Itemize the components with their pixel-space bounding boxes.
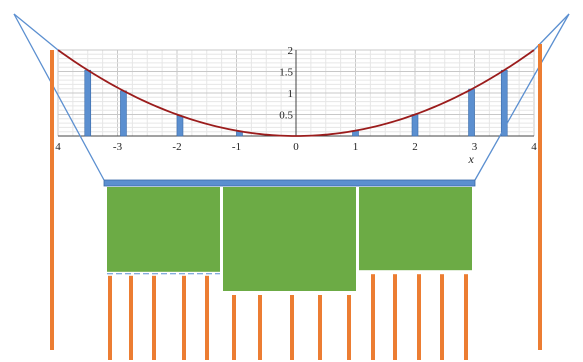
- hanger-left: [108, 275, 112, 360]
- x-tick-label: 2: [412, 141, 418, 153]
- bar: [468, 88, 475, 137]
- x-tick-label: -3: [113, 141, 123, 153]
- x-tick-label: 1: [353, 141, 359, 153]
- panel-right: [359, 187, 472, 271]
- hanger-center: [258, 295, 262, 360]
- bar: [176, 115, 184, 137]
- x-tick-label: 0: [293, 141, 299, 153]
- hanger-left: [152, 275, 156, 360]
- bar: [120, 90, 127, 137]
- tick-labels: 4 -3 -2 -1 0 1 2 3 4 2 1.5 1 0.5: [55, 45, 537, 153]
- parabola-curve: [57, 49, 535, 137]
- side-posts: [50, 44, 542, 350]
- bar: [411, 114, 419, 137]
- orange-hangers: [108, 274, 468, 360]
- y-tick-label: 1.5: [279, 67, 293, 79]
- hanger-right: [417, 274, 421, 360]
- left-post: [50, 50, 54, 350]
- projection-line-right-outer: [474, 13, 570, 181]
- plot-bars: [84, 69, 508, 137]
- x-axis-label: x: [468, 152, 475, 166]
- hanger-right: [440, 274, 444, 360]
- x-tick-label: 4: [55, 141, 61, 153]
- projection-line-left-top: [13, 13, 59, 51]
- hanger-right: [393, 274, 397, 360]
- hanger-right: [464, 274, 468, 360]
- y-tick-label: 2: [288, 45, 294, 57]
- x-tick-label: 3: [472, 141, 478, 153]
- right-post: [538, 44, 542, 350]
- bar: [500, 69, 508, 137]
- panel-left: [107, 187, 220, 272]
- hanger-left: [129, 275, 133, 360]
- x-tick-label: -1: [232, 141, 241, 153]
- green-panels: [107, 187, 472, 291]
- y-tick-label: 0.5: [279, 110, 293, 122]
- hanger-center: [232, 295, 236, 360]
- x-tick-label: -2: [172, 141, 181, 153]
- hanger-center: [347, 295, 351, 360]
- panel-center: [223, 187, 356, 291]
- hanger-left: [205, 275, 209, 360]
- x-tick-label: 4: [531, 141, 537, 153]
- bar: [84, 69, 92, 137]
- hanger-center: [318, 295, 322, 360]
- hanger-left: [182, 275, 186, 360]
- projection-line-left-outer: [13, 13, 105, 181]
- top-beam: [103, 179, 476, 187]
- hanger-center: [290, 295, 294, 360]
- y-tick-label: 1: [288, 88, 294, 100]
- hanger-right: [371, 274, 375, 360]
